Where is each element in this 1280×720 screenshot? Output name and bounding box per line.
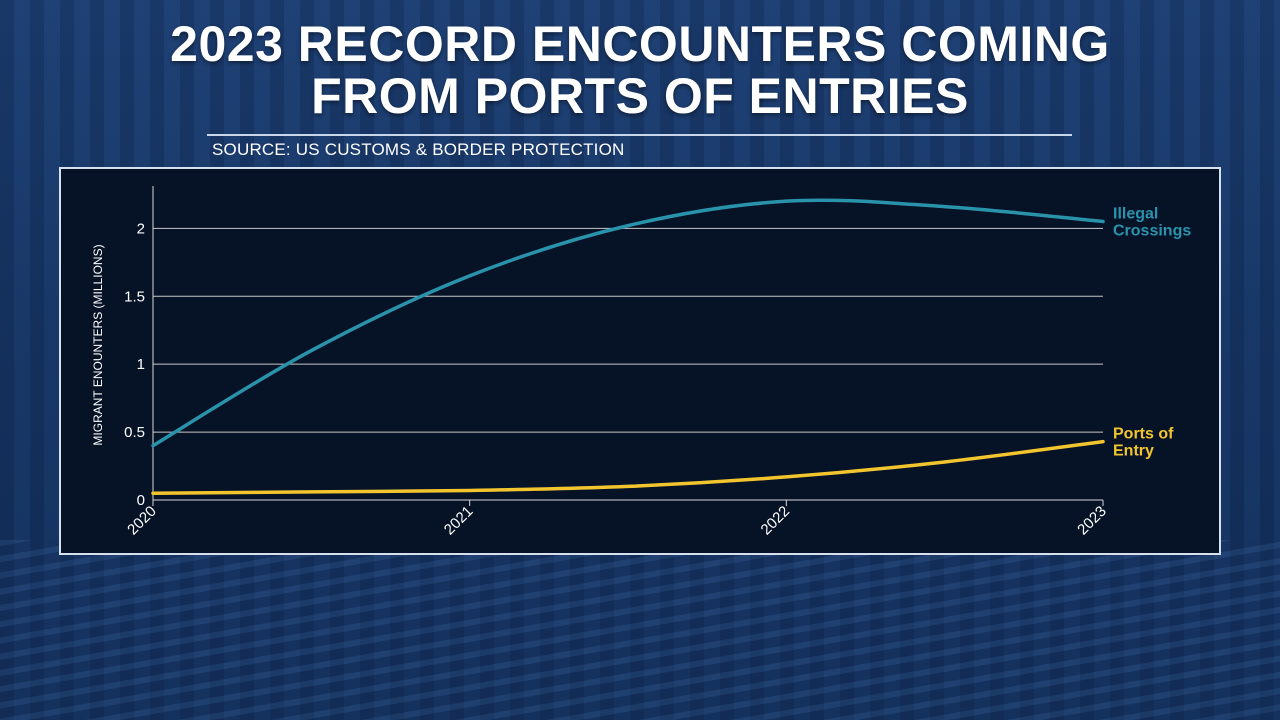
series-labels: Illegal Crossings Ports of Entry bbox=[1113, 206, 1191, 460]
series-label-illegal-crossings: Illegal Crossings bbox=[1113, 206, 1191, 240]
title-divider bbox=[207, 134, 1072, 136]
y-tick-label: 1 bbox=[137, 356, 145, 373]
x-tick-label: 2022 bbox=[758, 503, 794, 539]
chart-panel bbox=[59, 167, 1221, 555]
headline: 2023 RECORD ENCOUNTERS COMING FROM PORTS… bbox=[0, 18, 1280, 122]
series-line-illegal-crossings bbox=[151, 198, 1105, 448]
background-ground bbox=[0, 540, 1280, 720]
x-tick-label: 2021 bbox=[441, 503, 477, 539]
y-tick-label: 2 bbox=[137, 220, 145, 237]
x-tick-labels: 2020 2021 2022 2023 bbox=[124, 500, 1110, 538]
headline-line-1: 2023 RECORD ENCOUNTERS COMING bbox=[170, 16, 1110, 72]
y-axis-label: MIGRANT ENOUNTERS (MILLIONS) bbox=[91, 244, 105, 445]
y-tick-label: 0 bbox=[137, 492, 145, 509]
x-tick-label: 2023 bbox=[1074, 503, 1110, 539]
gridlines bbox=[153, 227, 1103, 433]
source-caption: SOURCE: US CUSTOMS & BORDER PROTECTION bbox=[212, 140, 625, 159]
series-lines bbox=[151, 198, 1105, 495]
series-label-ports-of-entry: Ports of Entry bbox=[1113, 426, 1174, 460]
y-tick-label: 0.5 bbox=[124, 424, 145, 441]
x-tick-label: 2020 bbox=[124, 503, 160, 539]
y-tick-labels: 0 0.5 1 1.5 2 bbox=[124, 220, 145, 509]
series-line-ports-of-entry bbox=[151, 439, 1105, 495]
y-tick-label: 1.5 bbox=[124, 288, 145, 305]
axes bbox=[152, 186, 1103, 501]
headline-line-2: FROM PORTS OF ENTRIES bbox=[311, 68, 969, 124]
